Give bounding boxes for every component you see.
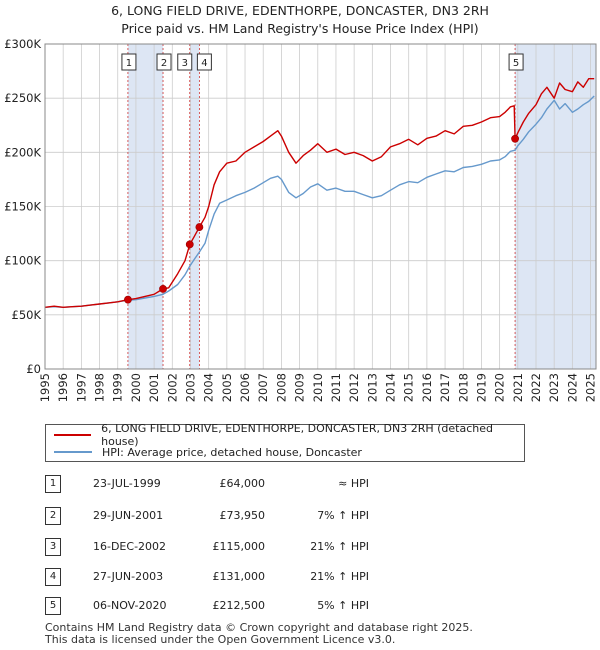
- x-tick-label: 1995: [38, 373, 52, 402]
- x-tick-label: 2024: [565, 373, 579, 402]
- x-tick-label: 2004: [202, 373, 216, 402]
- x-tick-label: 2011: [329, 373, 343, 402]
- table-row: 2 29-JUN-2001 £73,950 7% ↑ HPI: [45, 506, 385, 525]
- x-tick-label: 2008: [274, 373, 288, 402]
- table-row: 4 27-JUN-2003 £131,000 21% ↑ HPI: [45, 567, 385, 586]
- transaction-marker-label: 2: [161, 58, 167, 69]
- table-row: 5 06-NOV-2020 £212,500 5% ↑ HPI: [45, 596, 385, 615]
- transaction-date: 06-NOV-2020: [93, 599, 167, 612]
- transaction-price: £73,950: [219, 509, 266, 522]
- x-tick-label: 1996: [56, 373, 70, 402]
- x-tick-label: 2021: [511, 373, 525, 402]
- transaction-date: 29-JUN-2001: [93, 509, 164, 522]
- x-tick-label: 2020: [493, 373, 507, 402]
- y-tick-label: £100K: [4, 254, 41, 268]
- transaction-hpi: ≈ HPI: [338, 477, 369, 490]
- footer-copyright: Contains HM Land Registry data © Crown c…: [45, 621, 473, 634]
- x-tick-label: 1998: [93, 373, 107, 402]
- x-tick-label: 2010: [311, 373, 325, 402]
- transaction-point: [185, 240, 194, 249]
- chart-subtitle: Price paid vs. HM Land Registry's House …: [121, 21, 479, 36]
- transaction-number: 1: [45, 475, 61, 493]
- property-line-swatch: [54, 434, 92, 436]
- table-row: 1 23-JUL-1999 £64,000 ≈ HPI: [45, 474, 385, 493]
- y-tick-label: £200K: [4, 145, 41, 159]
- transaction-number: 4: [45, 568, 61, 586]
- transaction-point: [159, 284, 167, 293]
- transaction-marker-label: 5: [513, 58, 519, 69]
- x-tick-label: 2018: [456, 373, 470, 402]
- x-tick-label: 2017: [438, 373, 452, 402]
- x-tick-label: 2023: [547, 373, 561, 402]
- transaction-number: 3: [45, 538, 61, 556]
- hpi-line: [44, 95, 595, 308]
- x-tick-label: 2000: [129, 373, 143, 402]
- chart-title: 6, LONG FIELD DRIVE, EDENTHORPE, DONCAST…: [111, 3, 489, 18]
- legend-hpi-label: HPI: Average price, detached house, Donc…: [102, 445, 362, 459]
- x-tick-label: 2016: [420, 373, 434, 402]
- legend-property-label: 6, LONG FIELD DRIVE, EDENTHORPE, DONCAST…: [101, 422, 493, 448]
- legend-item-hpi: HPI: Average price, detached house, Donc…: [54, 444, 362, 460]
- legend-item-property: 6, LONG FIELD DRIVE, EDENTHORPE, DONCAST…: [54, 422, 524, 448]
- price-chart: 1 2 3 4 5 £0 £50K £100K £150K £200K £250K £300K 1995…: [4, 37, 598, 402]
- legend: 6, LONG FIELD DRIVE, EDENTHORPE, DONCAST…: [45, 422, 525, 462]
- table-row: 3 16-DEC-2002 £115,000 21% ↑ HPI: [45, 537, 385, 556]
- y-tick-label: £250K: [4, 91, 41, 105]
- x-tick-label: 2015: [402, 373, 416, 402]
- transaction-hpi: 7% ↑ HPI: [317, 509, 369, 522]
- x-tick-label: 2007: [256, 373, 270, 402]
- transaction-price: £115,000: [212, 540, 266, 553]
- x-tick-label: 2014: [384, 373, 398, 402]
- plot-frame: [44, 43, 597, 370]
- transaction-hpi: 21% ↑ HPI: [310, 540, 369, 553]
- x-tick-label: 2019: [474, 373, 488, 402]
- y-tick-label: £150K: [4, 200, 41, 214]
- transaction-price: £64,000: [219, 477, 266, 490]
- transaction-number: 5: [45, 597, 61, 615]
- x-tick-label: 2003: [183, 373, 197, 402]
- transaction-date: 27-JUN-2003: [93, 570, 164, 583]
- transaction-number: 2: [45, 507, 61, 525]
- transaction-marker-box: [121, 53, 137, 71]
- footer-licence: This data is licensed under the Open Gov…: [45, 633, 396, 646]
- transaction-hpi: 21% ↑ HPI: [310, 570, 369, 583]
- x-tick-label: 2025: [584, 373, 598, 402]
- transaction-hpi: 5% ↑ HPI: [317, 599, 369, 612]
- x-tick-label: 2001: [147, 373, 161, 402]
- y-tick-label: £300K: [4, 37, 41, 51]
- x-tick-label: 2013: [365, 373, 379, 402]
- transaction-marker-label: 4: [201, 58, 207, 69]
- hpi-line-swatch: [54, 451, 92, 453]
- transaction-marker-box: [156, 53, 172, 71]
- transaction-price: £212,500: [212, 599, 266, 612]
- transaction-point: [195, 223, 204, 231]
- x-tick-label: 2005: [220, 373, 234, 402]
- x-tick-label: 2006: [238, 373, 252, 402]
- x-tick-label: 2009: [293, 373, 307, 402]
- y-tick-label: £0: [26, 362, 41, 376]
- transaction-marker-box: [177, 53, 193, 71]
- transaction-marker-box: [196, 53, 212, 71]
- property-price-line: [44, 77, 595, 308]
- transaction-date: 23-JUL-1999: [93, 477, 161, 490]
- transaction-date: 16-DEC-2002: [93, 540, 167, 553]
- transaction-price: £131,000: [212, 570, 266, 583]
- x-tick-label: 2012: [347, 373, 361, 402]
- x-tick-label: 1999: [111, 373, 125, 402]
- transaction-point: [124, 295, 132, 304]
- x-tick-label: 2022: [529, 373, 543, 402]
- x-tick-label: 2002: [165, 373, 179, 402]
- transaction-point: [511, 134, 519, 143]
- transaction-marker-label: 1: [126, 58, 132, 69]
- transaction-marker-label: 3: [182, 58, 188, 69]
- y-tick-label: £50K: [12, 308, 42, 322]
- x-tick-label: 1997: [74, 373, 88, 402]
- transaction-marker-box: [508, 53, 524, 71]
